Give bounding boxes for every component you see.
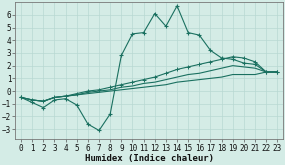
X-axis label: Humidex (Indice chaleur): Humidex (Indice chaleur) [85, 154, 214, 163]
